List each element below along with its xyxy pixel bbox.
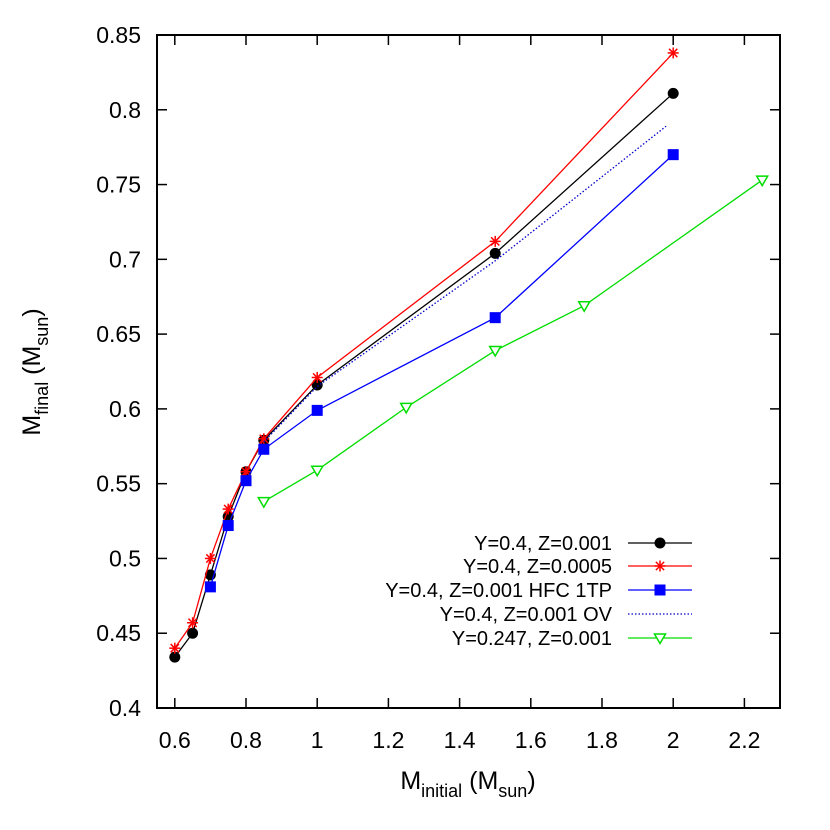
- y-axis-label: Mfinal (Msun): [18, 308, 52, 435]
- data-point: [667, 47, 679, 59]
- legend-marker: [654, 584, 666, 596]
- data-point: [489, 235, 501, 247]
- legend-label: Y=0.4, Z=0.001 HFC 1TP: [385, 580, 612, 602]
- data-point: [187, 617, 199, 629]
- y-tick-label: 0.5: [109, 545, 141, 571]
- data-point: [240, 466, 252, 478]
- data-point: [169, 651, 181, 663]
- data-point: [577, 300, 592, 313]
- series-y-0-4-z-0-0005: [169, 47, 679, 654]
- legend-marker: [654, 537, 666, 549]
- legend-item: Y=0.4, Z=0.001: [474, 533, 692, 555]
- series-y-0-4-z-0-001-hfc-1tp: [204, 149, 679, 593]
- legend-marker: [653, 633, 667, 645]
- legend-item: Y=0.4, Z=0.001 HFC 1TP: [385, 580, 692, 602]
- series-y-0-4-z-0-001-ov: [263, 125, 667, 443]
- legend-label: Y=0.4, Z=0.001 OV: [440, 604, 613, 626]
- legend-label: Y=0.4, Z=0.0005: [463, 556, 612, 578]
- data-point: [256, 496, 271, 509]
- x-tick-label: 2.2: [728, 727, 760, 753]
- y-tick-label: 0.4: [109, 695, 141, 721]
- x-tick-label: 1: [311, 727, 324, 753]
- x-tick-label: 1.6: [515, 727, 547, 753]
- legend-item: Y=0.247, Z=0.001: [452, 628, 692, 650]
- data-point: [311, 379, 323, 391]
- data-point: [222, 520, 234, 532]
- y-tick-label: 0.65: [96, 321, 141, 347]
- legend-item: Y=0.4, Z=0.001 OV: [440, 604, 692, 626]
- data-point: [204, 581, 216, 593]
- y-tick-label: 0.55: [96, 471, 141, 497]
- y-tick-label: 0.75: [96, 172, 141, 198]
- data-point: [755, 175, 770, 188]
- data-point: [222, 503, 234, 515]
- series-y-0-247-z-0-001: [256, 175, 770, 509]
- data-point: [204, 552, 216, 564]
- x-axis-label: Minitial (Msun): [400, 767, 535, 801]
- y-tick-label: 0.8: [109, 97, 141, 123]
- x-tick-label: 2: [667, 727, 680, 753]
- data-point: [399, 402, 414, 415]
- data-point: [310, 465, 325, 478]
- axis-ticks: 0.6 0.8 1 1.2 1.4 1.6 1.8 2 2.2 0.4 0.45 0.5 0.55 0.6…: [96, 22, 780, 753]
- plot-frame: [156, 34, 781, 709]
- y-tick-label: 0.85: [96, 22, 141, 48]
- x-tick-label: 0.8: [230, 727, 262, 753]
- data-point: [258, 443, 270, 455]
- data-point: [489, 312, 501, 324]
- data-point: [488, 345, 503, 358]
- legend-label: Y=0.4, Z=0.001: [474, 533, 612, 555]
- x-tick-label: 1.2: [372, 727, 404, 753]
- x-tick-label: 1.8: [586, 727, 618, 753]
- data-point: [311, 371, 323, 383]
- data-point: [169, 642, 181, 654]
- series-line: [263, 179, 763, 503]
- y-tick-label: 0.7: [109, 246, 141, 272]
- series-line: [263, 125, 667, 443]
- series-layer: [169, 47, 770, 663]
- data-point: [187, 627, 199, 639]
- legend-label: Y=0.247, Z=0.001: [452, 628, 612, 650]
- data-point: [489, 247, 501, 259]
- data-point: [240, 475, 252, 487]
- data-point: [258, 433, 270, 445]
- series-line: [209, 154, 674, 588]
- data-point: [667, 149, 679, 161]
- y-tick-label: 0.45: [96, 620, 141, 646]
- legend-item: Y=0.4, Z=0.0005: [463, 556, 692, 578]
- data-point: [311, 404, 323, 416]
- y-tick-label: 0.6: [109, 396, 141, 422]
- x-tick-label: 1.4: [444, 727, 476, 753]
- data-point: [667, 87, 679, 99]
- legend-marker: [654, 560, 666, 572]
- x-tick-label: 0.6: [159, 727, 191, 753]
